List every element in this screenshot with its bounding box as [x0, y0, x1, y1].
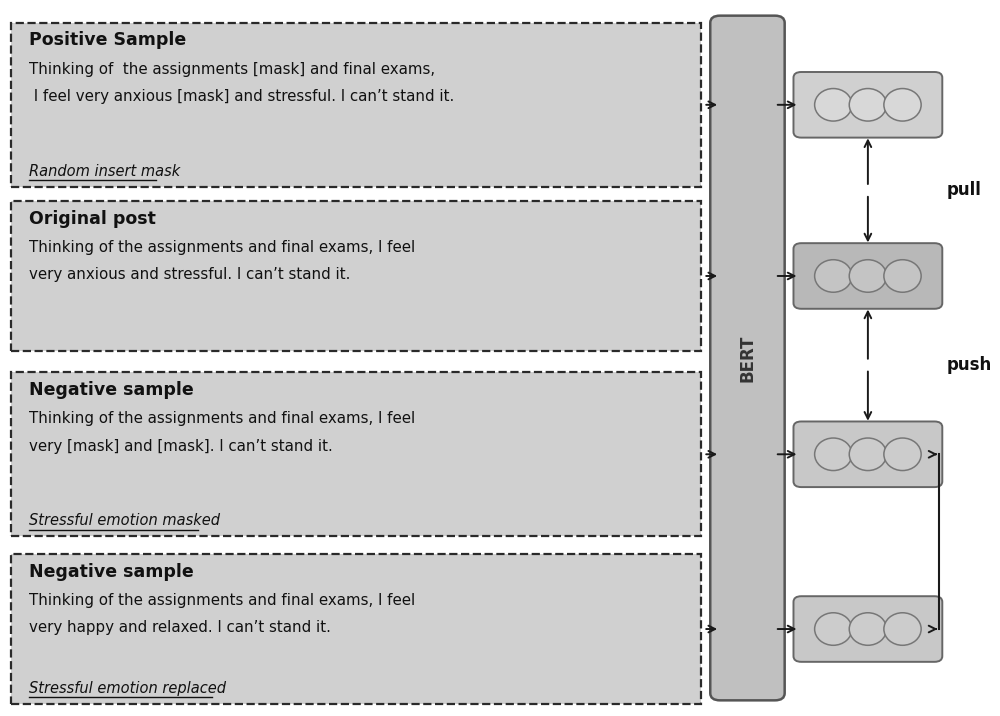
Text: Original post: Original post [29, 210, 156, 228]
FancyBboxPatch shape [793, 243, 942, 309]
FancyBboxPatch shape [11, 23, 701, 187]
FancyBboxPatch shape [710, 16, 785, 700]
Text: Stressful emotion masked: Stressful emotion masked [29, 513, 220, 528]
Text: very happy and relaxed. I can’t stand it.: very happy and relaxed. I can’t stand it… [29, 621, 331, 636]
Ellipse shape [815, 613, 852, 645]
Ellipse shape [849, 260, 887, 292]
Text: Thinking of the assignments and final exams, I feel: Thinking of the assignments and final ex… [29, 594, 415, 609]
FancyBboxPatch shape [11, 372, 701, 536]
Ellipse shape [849, 89, 887, 121]
Text: Thinking of the assignments and final exams, I feel: Thinking of the assignments and final ex… [29, 412, 415, 427]
Text: I feel very anxious [mask] and stressful. I can’t stand it.: I feel very anxious [mask] and stressful… [29, 89, 454, 104]
Text: Thinking of the assignments and final exams, I feel: Thinking of the assignments and final ex… [29, 241, 415, 256]
Ellipse shape [815, 438, 852, 470]
Ellipse shape [884, 438, 921, 470]
Text: very [mask] and [mask]. I can’t stand it.: very [mask] and [mask]. I can’t stand it… [29, 439, 333, 454]
FancyBboxPatch shape [11, 201, 701, 351]
Text: push: push [946, 356, 991, 374]
Text: Negative sample: Negative sample [29, 381, 194, 399]
Ellipse shape [849, 438, 887, 470]
FancyBboxPatch shape [793, 422, 942, 487]
FancyBboxPatch shape [11, 554, 701, 704]
FancyBboxPatch shape [793, 72, 942, 137]
Text: Random insert mask: Random insert mask [29, 164, 180, 178]
Text: pull: pull [946, 181, 981, 199]
Ellipse shape [884, 613, 921, 645]
Ellipse shape [884, 89, 921, 121]
Text: Positive Sample: Positive Sample [29, 32, 186, 49]
Text: Thinking of  the assignments [mask] and final exams,: Thinking of the assignments [mask] and f… [29, 62, 435, 77]
Ellipse shape [815, 89, 852, 121]
Ellipse shape [849, 613, 887, 645]
Text: BERT: BERT [738, 334, 756, 382]
Ellipse shape [815, 260, 852, 292]
Text: Negative sample: Negative sample [29, 563, 194, 581]
Text: very anxious and stressful. I can’t stand it.: very anxious and stressful. I can’t stan… [29, 267, 350, 282]
Ellipse shape [884, 260, 921, 292]
FancyBboxPatch shape [793, 596, 942, 662]
Text: Stressful emotion replaced: Stressful emotion replaced [29, 681, 226, 696]
